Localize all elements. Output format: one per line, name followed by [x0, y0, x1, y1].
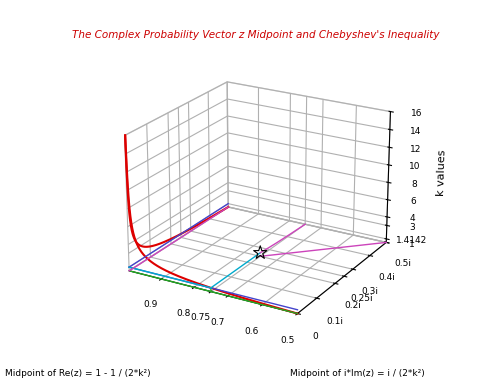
Text: Midpoint of Re(z) = 1 - 1 / (2*k²): Midpoint of Re(z) = 1 - 1 / (2*k²): [5, 369, 150, 378]
Text: Midpoint of i*Im(z) = i / (2*k²): Midpoint of i*Im(z) = i / (2*k²): [290, 369, 425, 378]
Title: The Complex Probability Vector z Midpoint and Chebyshev's Inequality: The Complex Probability Vector z Midpoin…: [72, 30, 440, 40]
